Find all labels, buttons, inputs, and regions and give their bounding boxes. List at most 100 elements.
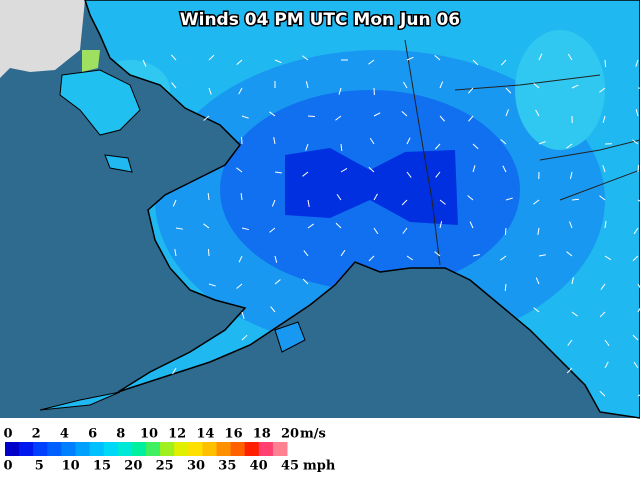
wind-arrow xyxy=(340,249,346,257)
legend-swatch xyxy=(5,442,20,456)
wind-arrow xyxy=(373,227,379,235)
wind-arrow xyxy=(406,137,411,145)
wind-arrow xyxy=(505,197,513,201)
ms-label: 10 xyxy=(140,427,158,442)
wind-arrow xyxy=(602,115,606,123)
wind-arrow xyxy=(599,390,606,397)
legend-swatch xyxy=(230,442,246,456)
contour-2 xyxy=(285,148,458,225)
mph-label: 40 xyxy=(250,459,268,474)
wind-arrow xyxy=(241,227,249,231)
wind-arrow xyxy=(569,221,573,229)
wind-arrow xyxy=(401,110,408,117)
wind-arrow xyxy=(406,171,412,178)
legend-swatch xyxy=(160,442,175,456)
wind-arrow xyxy=(567,339,573,346)
wind-arrow xyxy=(241,311,245,319)
wind-arrow xyxy=(468,87,474,94)
wind-arrow xyxy=(302,171,309,177)
mph-label: 45 xyxy=(281,459,299,474)
wind-arrow xyxy=(469,221,474,229)
ms-label: 14 xyxy=(196,427,214,442)
wind-arrow xyxy=(274,171,282,174)
map-title: Winds 04 PM UTC Mon Jun 06 xyxy=(180,10,460,30)
legend-swatch xyxy=(174,442,189,456)
wind-arrow xyxy=(538,53,543,61)
wind-arrow xyxy=(340,143,343,152)
chukotka xyxy=(59,69,141,136)
wind-arrow xyxy=(538,141,546,145)
wind-arrow xyxy=(571,277,574,285)
wind-arrow xyxy=(637,199,640,202)
wind-arrow xyxy=(635,59,639,67)
wind-arrow xyxy=(500,59,507,66)
mph-unit: mph xyxy=(303,459,336,474)
mph-label: 5 xyxy=(35,459,44,474)
wind-arrow xyxy=(538,254,546,257)
wind-arrow xyxy=(368,255,375,262)
ms-label: 4 xyxy=(60,427,69,442)
wind-arrow xyxy=(566,143,573,149)
wind-arrow xyxy=(238,255,243,263)
wind-arrow xyxy=(566,251,573,257)
wind-arrow xyxy=(633,227,639,235)
wind-arrow xyxy=(171,82,177,89)
wind-arrow xyxy=(637,394,640,397)
wind-arrow xyxy=(569,171,573,179)
wind-arrow xyxy=(500,139,507,145)
wind-arrow xyxy=(599,195,606,201)
land xyxy=(85,0,640,418)
wind-arrow xyxy=(566,367,573,374)
wind-arrow xyxy=(203,115,210,121)
wind-arrow xyxy=(338,87,342,95)
ms-label: 8 xyxy=(116,427,125,442)
wind-arrow xyxy=(236,167,243,173)
wind-arrow xyxy=(434,251,441,257)
wind-arrow xyxy=(269,227,276,233)
aleutians xyxy=(39,391,121,411)
wind-arrow xyxy=(472,143,479,150)
wind-arrow xyxy=(599,311,606,318)
wind-arrow xyxy=(240,192,243,201)
wind-arrow xyxy=(633,361,639,369)
wind-arrow xyxy=(434,55,441,61)
wind-arrow xyxy=(236,59,243,65)
wind-arrow xyxy=(468,115,474,122)
wind-arrow xyxy=(402,227,408,234)
wind-arrow xyxy=(307,115,316,118)
legend-swatch xyxy=(19,442,34,456)
wind-arrow xyxy=(504,283,507,292)
wind-arrow xyxy=(208,283,216,287)
ms-unit: m/s xyxy=(300,427,326,442)
wind-arrow xyxy=(142,59,147,67)
wind-arrow xyxy=(274,59,282,64)
st-lawrence-island xyxy=(104,154,133,173)
ms-label: 12 xyxy=(168,427,186,442)
wind-arrow xyxy=(439,221,443,229)
wind-arrow xyxy=(368,59,375,65)
wind-arrow xyxy=(602,165,606,173)
legend-swatch xyxy=(216,442,232,456)
mph-label: 35 xyxy=(218,459,236,474)
wind-arrow xyxy=(373,193,378,201)
mph-label: 10 xyxy=(62,459,80,474)
wind-arrow xyxy=(373,112,381,117)
wind-arrow xyxy=(175,227,183,230)
legend-swatch xyxy=(146,442,161,456)
mph-label: 20 xyxy=(124,459,142,474)
wind-arrow xyxy=(274,255,278,263)
wind-arrow xyxy=(406,56,414,61)
wind-arrow xyxy=(174,249,177,257)
russia-land xyxy=(0,0,85,78)
wind-arrow xyxy=(207,192,210,201)
wind-arrow xyxy=(571,84,579,89)
wind-arrow xyxy=(435,171,441,178)
wind-arrow xyxy=(472,59,479,66)
wind-arrow xyxy=(269,111,276,117)
legend-swatch xyxy=(103,442,119,456)
wind-arrow xyxy=(307,199,310,207)
wind-arrow xyxy=(567,53,573,61)
wind-arrow xyxy=(170,54,177,61)
wind-arrow xyxy=(403,81,408,89)
